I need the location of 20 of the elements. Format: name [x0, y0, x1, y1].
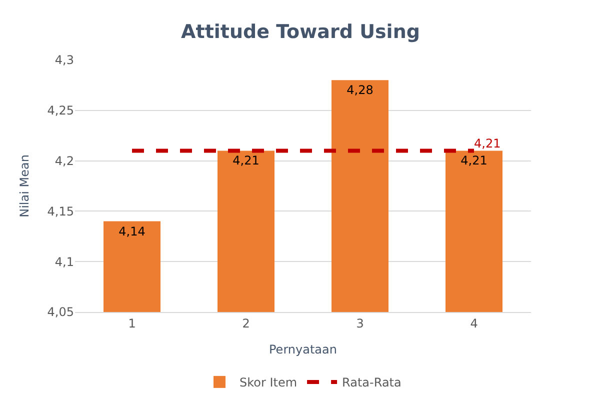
x-axis-title: Pernyataan — [269, 342, 337, 356]
data-label: 4,21 — [474, 136, 501, 151]
data-label: 4,14 — [118, 224, 146, 238]
y-axis-title: Nilai Mean — [18, 154, 32, 218]
y-tick-label: 4,15 — [47, 204, 74, 218]
y-tick-label: 4,25 — [47, 104, 74, 118]
data-label: 4,28 — [346, 83, 374, 98]
x-tick-label: 3 — [356, 316, 364, 330]
y-tick-label: 4,1 — [54, 254, 74, 269]
x-tick-label: 2 — [242, 316, 250, 330]
x-tick-label: 4 — [470, 316, 478, 330]
y-tick-label: 4,05 — [47, 305, 74, 320]
y-tick-label: 4,2 — [54, 154, 74, 168]
y-tick-label: 4,3 — [54, 53, 74, 68]
data-label: 4,21 — [232, 154, 260, 168]
legend-label: Skor Item — [240, 376, 298, 390]
chart-title: Attitude Toward Using — [181, 20, 420, 43]
data-label: 4,21 — [460, 154, 488, 168]
x-tick-label: 1 — [128, 316, 136, 330]
legend-label: Rata-Rata — [342, 376, 402, 390]
